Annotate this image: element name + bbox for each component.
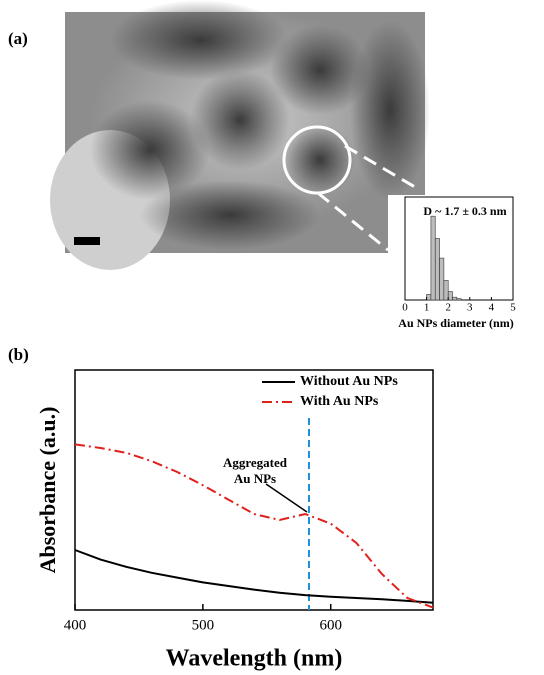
annotation: Aggregated	[223, 455, 288, 470]
x-tick-label: 600	[319, 617, 342, 633]
series-line	[74, 549, 434, 604]
histogram-bar	[426, 294, 432, 301]
histogram-bar	[456, 298, 462, 301]
annotation-arrow	[265, 483, 308, 513]
histogram-bar	[452, 296, 458, 301]
annotation: Au NPs	[234, 471, 276, 486]
x-tick-label: 1	[424, 302, 430, 314]
histogram-bar	[430, 215, 436, 301]
legend-label: Without Au NPs	[300, 374, 398, 389]
histogram-bar	[447, 291, 453, 301]
histogram-bar	[439, 257, 445, 301]
series-line	[74, 443, 434, 609]
x-tick-label: 0	[402, 302, 408, 314]
plot-frame	[74, 369, 434, 611]
legend-label: With Au NPs	[300, 394, 379, 409]
inset-background	[388, 195, 526, 301]
x-tick-label: 500	[192, 617, 215, 633]
panel-label: (b)	[8, 345, 29, 364]
tem-image	[50, 0, 430, 270]
histogram-bar	[443, 280, 449, 301]
x-tick-label: 5	[510, 302, 516, 314]
panel-label: (a)	[8, 29, 28, 48]
inset-title: D ~ 1.7 ± 0.3 nm	[423, 204, 506, 218]
x-axis-label: Wavelength (nm)	[166, 646, 343, 672]
x-tick-label: 3	[467, 302, 473, 314]
x-tick-label: 400	[64, 617, 87, 633]
y-axis-label: Absorbance (a.u.)	[35, 407, 60, 574]
histogram-bar	[434, 238, 440, 301]
x-tick-label: 4	[489, 302, 495, 314]
x-tick-label: 2	[445, 302, 451, 314]
x-axis-label: Au NPs diameter (nm)	[398, 316, 513, 330]
